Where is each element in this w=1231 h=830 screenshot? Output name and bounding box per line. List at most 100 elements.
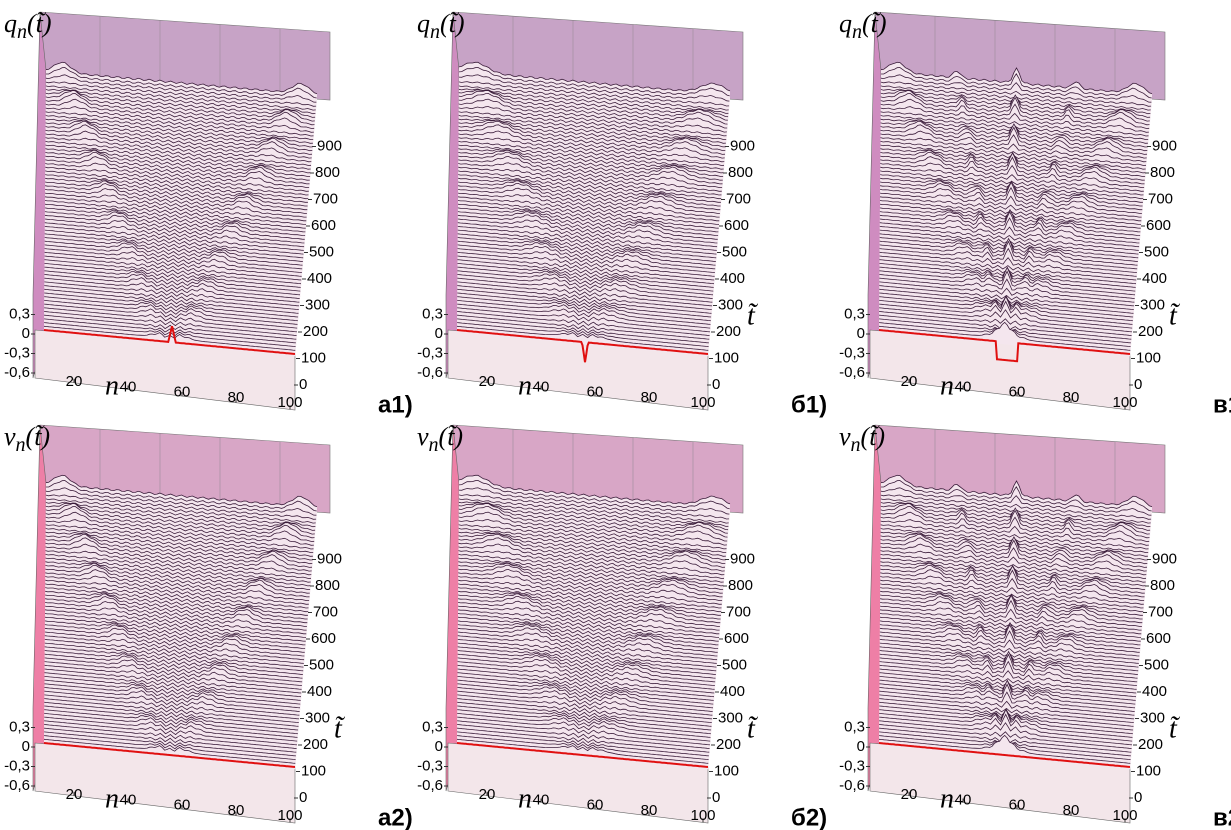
t-tick-label: 0 bbox=[712, 376, 720, 393]
y-label-sub: n bbox=[17, 21, 27, 43]
n-tick-label: 100 bbox=[277, 807, 302, 824]
t-tick-label: 800 bbox=[315, 577, 340, 594]
z-tick-label: 0,3 bbox=[9, 718, 30, 735]
t-tick-label: 100 bbox=[1136, 762, 1161, 779]
t-tick-label: 200 bbox=[716, 323, 741, 340]
t-tick-label: 700 bbox=[726, 190, 751, 207]
y-label-arg: (t̃) bbox=[27, 9, 52, 38]
n-tick-label: 60 bbox=[174, 384, 191, 401]
n-tick-label: 20 bbox=[901, 373, 918, 390]
t-tick-label: 900 bbox=[730, 137, 755, 154]
n-tick-label: 100 bbox=[690, 394, 715, 411]
t-tick-label: 100 bbox=[301, 762, 326, 779]
t-tick-label: 500 bbox=[1144, 656, 1169, 673]
z-tick-label: -0,6 bbox=[4, 364, 30, 381]
z-tick-label: 0,3 bbox=[844, 718, 865, 735]
side-wall bbox=[868, 425, 881, 791]
n-tick-label: 100 bbox=[277, 394, 302, 411]
panel-label: б2) bbox=[791, 804, 827, 830]
panel: 0,30-0,3-0,620406080100n0100200300400500… bbox=[839, 422, 1231, 830]
y-label-sub: n bbox=[429, 434, 439, 456]
n-tick-label: 60 bbox=[174, 797, 191, 814]
t-tick-label: 200 bbox=[716, 736, 741, 753]
t-tick-label: 900 bbox=[317, 550, 342, 567]
y-axis-label: vn(t̃) bbox=[4, 422, 50, 456]
t-tick-label: 900 bbox=[730, 550, 755, 567]
n-tick-label: 20 bbox=[66, 786, 83, 803]
t-tick-label: 100 bbox=[301, 349, 326, 366]
t-axis-label: t̃ bbox=[747, 713, 759, 744]
z-tick-label: -0,6 bbox=[4, 777, 30, 794]
t-tick-label: 600 bbox=[1146, 630, 1171, 647]
n-tick-label: 80 bbox=[228, 802, 245, 819]
y-label-arg: (t̃) bbox=[862, 9, 887, 38]
t-tick-label: 500 bbox=[722, 243, 747, 260]
n-axis-label: n bbox=[105, 370, 119, 401]
y-label-base: v bbox=[839, 422, 851, 451]
y-axis-label: vn(t̃) bbox=[839, 422, 885, 456]
n-tick-label: 100 bbox=[1112, 394, 1137, 411]
n-tick-label: 100 bbox=[690, 807, 715, 824]
n-tick-label: 60 bbox=[587, 797, 604, 814]
t-tick-label: 200 bbox=[303, 736, 328, 753]
n-tick-label: 40 bbox=[120, 791, 137, 808]
t-tick-label: 0 bbox=[1134, 789, 1142, 806]
n-tick-label: 60 bbox=[1009, 797, 1026, 814]
n-tick-label: 40 bbox=[533, 378, 550, 395]
t-tick-label: 400 bbox=[1142, 270, 1167, 287]
t-tick-label: 800 bbox=[1150, 577, 1175, 594]
t-tick-label: 0 bbox=[299, 789, 307, 806]
t-tick-label: 600 bbox=[311, 217, 336, 234]
side-wall bbox=[446, 425, 459, 791]
n-tick-label: 40 bbox=[120, 378, 137, 395]
y-axis-label: vn(t̃) bbox=[417, 422, 463, 456]
n-axis-label: n bbox=[518, 783, 532, 814]
t-tick-label: 500 bbox=[309, 656, 334, 673]
z-tick-label: 0 bbox=[857, 738, 865, 755]
t-tick-label: 500 bbox=[309, 243, 334, 260]
t-tick-label: 0 bbox=[299, 376, 307, 393]
y-label-base: q bbox=[417, 9, 430, 38]
y-label-arg: (t̃) bbox=[861, 422, 886, 451]
z-tick-label: -0,6 bbox=[417, 777, 443, 794]
panel-label: в1) bbox=[1213, 391, 1231, 418]
y-label-sub: n bbox=[430, 21, 440, 43]
panel: 0,30-0,3-0,620406080100n0100200300400500… bbox=[4, 422, 413, 830]
t-tick-label: 700 bbox=[313, 190, 338, 207]
panel-label: в2) bbox=[1213, 804, 1231, 830]
t-tick-label: 400 bbox=[720, 683, 745, 700]
z-tick-label: -0,3 bbox=[4, 344, 30, 361]
side-wall bbox=[33, 12, 46, 378]
z-tick-label: -0,6 bbox=[839, 364, 865, 381]
t-tick-label: 100 bbox=[714, 762, 739, 779]
t-tick-label: 300 bbox=[305, 709, 330, 726]
y-label-sub: n bbox=[851, 434, 861, 456]
y-label-base: v bbox=[4, 422, 16, 451]
z-tick-label: -0,3 bbox=[839, 757, 865, 774]
side-wall bbox=[446, 12, 459, 378]
n-tick-label: 60 bbox=[587, 384, 604, 401]
t-tick-label: 400 bbox=[307, 270, 332, 287]
t-tick-label: 900 bbox=[1152, 550, 1177, 567]
z-tick-label: -0,3 bbox=[417, 757, 443, 774]
n-tick-label: 80 bbox=[641, 802, 658, 819]
z-tick-label: 0,3 bbox=[9, 305, 30, 322]
n-axis-label: n bbox=[940, 783, 954, 814]
n-tick-label: 20 bbox=[901, 786, 918, 803]
side-wall bbox=[33, 425, 46, 791]
z-tick-label: -0,3 bbox=[4, 757, 30, 774]
n-axis-label: n bbox=[105, 783, 119, 814]
t-tick-label: 200 bbox=[303, 323, 328, 340]
n-axis-label: n bbox=[940, 370, 954, 401]
n-tick-label: 80 bbox=[641, 389, 658, 406]
t-tick-label: 900 bbox=[1152, 137, 1177, 154]
t-tick-label: 600 bbox=[724, 630, 749, 647]
z-tick-label: 0 bbox=[22, 738, 30, 755]
z-tick-label: -0,6 bbox=[417, 364, 443, 381]
y-label-arg: (t̃) bbox=[26, 422, 51, 451]
t-tick-label: 400 bbox=[1142, 683, 1167, 700]
n-tick-label: 40 bbox=[955, 378, 972, 395]
n-tick-label: 100 bbox=[1112, 807, 1137, 824]
t-tick-label: 500 bbox=[1144, 243, 1169, 260]
